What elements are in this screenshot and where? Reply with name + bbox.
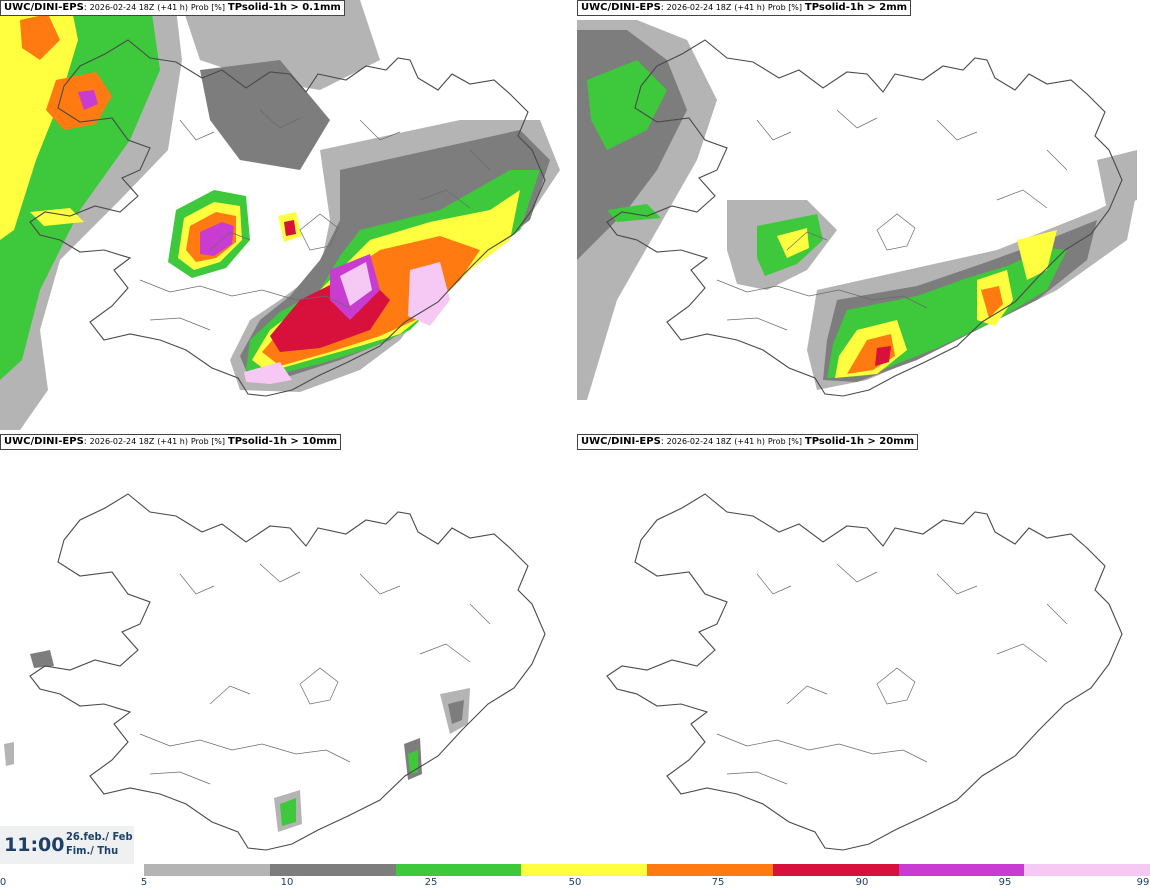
colorbar-tick-label: 75 [711, 877, 725, 888]
colorbar-segment [1024, 864, 1150, 876]
colorbar-segment [144, 864, 270, 876]
map-panel-tpsolid-2mm: UWC/DINI-EPS: 2026-02-24 18Z (+41 h) Pro… [577, 0, 1150, 430]
colorbar-tick-label: 90 [855, 877, 869, 888]
colorbar-tick-label: 25 [424, 877, 438, 888]
colorbar-tick-label: 5 [140, 877, 148, 888]
probability-map [4, 493, 546, 851]
colorbar-segment [898, 864, 1025, 876]
map-panel-tpsolid-0.1mm: UWC/DINI-EPS: 2026-02-24 18Z (+41 h) Pro… [0, 0, 573, 430]
colorbar-tick-label: 50 [568, 877, 582, 888]
panel-title: UWC/DINI-EPS: 2026-02-24 18Z (+41 h) Pro… [577, 434, 919, 450]
probability-map [606, 493, 1123, 851]
colorbar-tick-label: 95 [998, 877, 1012, 888]
probability-map [0, 0, 560, 430]
valid-date-label: 26.feb./ Feb [66, 830, 133, 843]
colorbar-segment [647, 864, 773, 876]
colorbar-tick-label: 10 [280, 877, 294, 888]
map-panel-tpsolid-10mm: UWC/DINI-EPS: 2026-02-24 18Z (+41 h) Pro… [0, 434, 573, 864]
panel-title: UWC/DINI-EPS: 2026-02-24 18Z (+41 h) Pro… [0, 434, 342, 450]
panel-title: UWC/DINI-EPS: 2026-02-24 18Z (+41 h) Pro… [0, 0, 345, 16]
colorbar-tick-label: 99 [1136, 877, 1150, 888]
panel-title: UWC/DINI-EPS: 2026-02-24 18Z (+41 h) Pro… [577, 0, 912, 16]
valid-time: 11:00 [4, 834, 65, 856]
valid-day-label: Fim./ Thu [66, 844, 119, 857]
colorbar-segment [521, 864, 647, 876]
probability-colorbar [144, 864, 1150, 876]
colorbar-segment [269, 864, 396, 876]
map-panel-tpsolid-20mm: UWC/DINI-EPS: 2026-02-24 18Z (+41 h) Pro… [577, 434, 1150, 864]
colorbar-tick-label: 0 [0, 877, 7, 888]
probability-map [577, 20, 1137, 400]
colorbar-segment [395, 864, 522, 876]
valid-time-box: 11:00 26.feb./ Feb Fim./ Thu [0, 826, 134, 864]
valid-date: 26.feb./ Feb Fim./ Thu [66, 830, 133, 858]
colorbar-segment [772, 864, 899, 876]
